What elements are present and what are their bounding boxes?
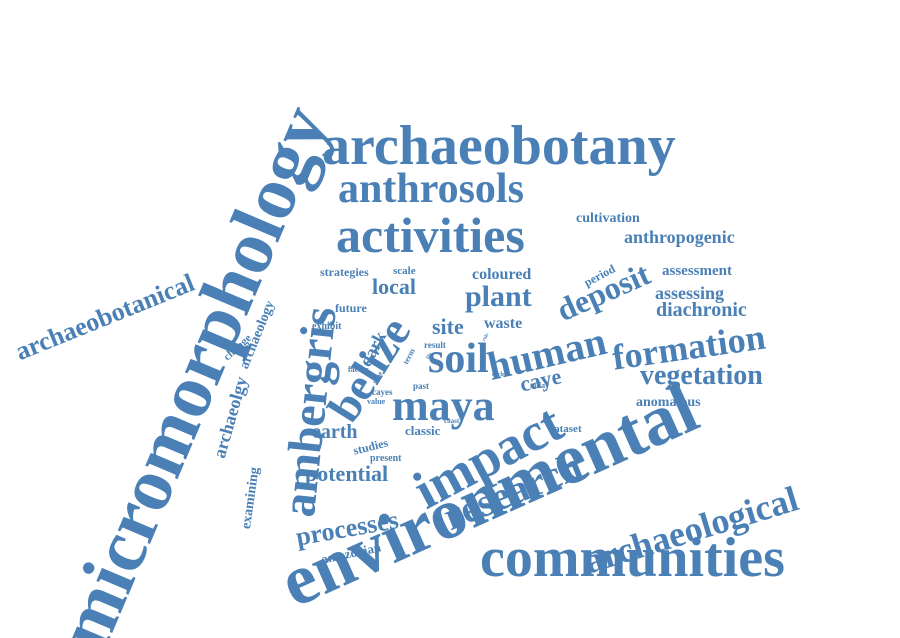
word-strategies: strategies — [320, 265, 369, 279]
word-result: result — [424, 340, 446, 350]
word-exhibit: exhibit — [312, 321, 342, 332]
word-value: value — [367, 397, 386, 406]
word-classic: classic — [405, 423, 441, 438]
word-present: present — [370, 453, 402, 464]
word-anthropogenic: anthropogenic — [624, 227, 735, 247]
word-cultivation: cultivation — [576, 211, 640, 226]
word-today: today — [530, 381, 550, 390]
word-examining: examining — [239, 466, 263, 530]
word-anthrosols: anthrosols — [338, 166, 524, 212]
word-archaeobotany: archaeobotany — [322, 115, 676, 177]
word-earth: earth — [312, 421, 358, 443]
word-coast: coast — [444, 417, 460, 425]
word-soil: soil — [428, 336, 489, 382]
word-assessing: assessing — [655, 283, 725, 303]
word-plant: plant — [465, 280, 532, 313]
word-cycle: cycle — [492, 372, 505, 378]
word-factor: factor — [348, 365, 369, 374]
word-communities: communities — [480, 527, 785, 589]
word-past: past — [413, 381, 430, 391]
word-dataset: dataset — [548, 423, 582, 435]
word-future: future — [335, 301, 367, 315]
word-maya: maya — [392, 381, 495, 430]
word-scale: scale — [393, 265, 416, 277]
word-vegetation: vegetation — [640, 360, 763, 391]
word-anomalous: anomalous — [636, 395, 701, 410]
word-activities: activities — [336, 207, 525, 263]
word-coloured: coloured — [472, 266, 532, 283]
word-site: site — [432, 314, 464, 339]
word-role: role — [482, 332, 491, 343]
word-waste: waste — [484, 315, 523, 332]
word-local: local — [372, 274, 416, 299]
word-potential: potential — [305, 461, 389, 486]
word-diachronic: diachronic — [656, 299, 747, 321]
word-assessment: assessment — [662, 263, 732, 279]
word-cayes: cayes — [372, 387, 393, 397]
